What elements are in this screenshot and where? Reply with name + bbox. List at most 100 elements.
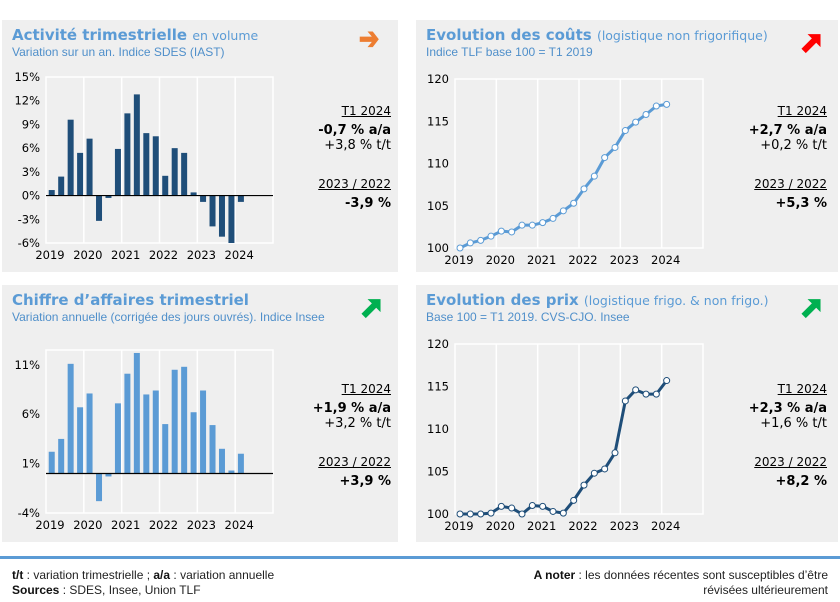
data-point <box>601 465 609 473</box>
bar <box>152 390 159 474</box>
data-point <box>590 172 598 180</box>
panel-title: Activité trimestrielle en volume <box>12 26 258 44</box>
panel-subtitle: Variation sur un an. Indice SDES (IAST) <box>12 45 225 59</box>
panel-title: Chiffre d’affaires trimestriel <box>12 291 249 309</box>
y-tick-label: 105 <box>427 199 449 213</box>
bar <box>86 393 93 474</box>
x-tick-label: 2020 <box>73 518 102 532</box>
data-point <box>497 227 505 235</box>
bar <box>114 148 121 196</box>
stats-quarterly: +3,2 % t/t <box>324 416 391 431</box>
arrow-up-right-icon <box>801 34 821 54</box>
stats-annual: +2,7 % a/a <box>748 123 827 138</box>
arrow-up-right-icon <box>801 299 821 319</box>
footer-rule <box>0 556 840 559</box>
x-tick-label: 2019 <box>444 519 473 533</box>
stats-period: T1 2024 <box>777 382 827 396</box>
y-tick-label: 9% <box>22 117 40 131</box>
data-point <box>580 185 588 193</box>
data-point <box>632 118 640 126</box>
x-tick-label: 2022 <box>149 248 178 262</box>
data-point <box>539 502 547 510</box>
x-tick-label: 2020 <box>486 253 515 267</box>
data-point <box>642 390 650 398</box>
x-tick-label: 2024 <box>651 519 680 533</box>
data-point <box>508 228 516 236</box>
panel-title: Evolution des prix (logistique frigo. & … <box>426 291 768 309</box>
footer-key: a/a <box>153 568 171 582</box>
data-point <box>621 397 629 405</box>
bar <box>190 192 197 196</box>
bar <box>181 366 188 474</box>
chart-panel: Evolution des coûts (logistique non frig… <box>416 20 838 272</box>
x-tick-label: 2023 <box>187 518 216 532</box>
bar <box>133 352 140 474</box>
footer-note: A noter : les données récentes sont susc… <box>534 568 828 598</box>
x-tick-label: 2020 <box>73 248 102 262</box>
y-tick-label: 100 <box>427 241 449 255</box>
bar <box>181 152 188 196</box>
x-tick-label: 2019 <box>35 518 64 532</box>
bar <box>105 195 112 198</box>
stats-block: T1 2024 +2,7 % a/a +0,2 % t/t 2023 / 202… <box>749 104 827 211</box>
data-point <box>570 496 578 504</box>
stats-quarterly: +0,2 % t/t <box>760 138 827 153</box>
bar <box>114 403 121 474</box>
bar <box>67 119 74 196</box>
y-tick-label: 110 <box>427 157 449 171</box>
bar <box>218 448 225 474</box>
data-point <box>611 143 619 151</box>
data-point <box>528 221 536 229</box>
stats-compare-value: +5,3 % <box>775 196 827 211</box>
chart: 11% 6% 1% -4%2019 2020 2021 2022 2023 2024 <box>14 349 274 532</box>
arrow-right-icon <box>359 31 379 48</box>
x-tick-label: 2022 <box>568 519 597 533</box>
data-point <box>518 221 526 229</box>
stats-annual: -0,7 % a/a <box>318 123 391 138</box>
y-tick-label: -6% <box>18 236 40 250</box>
panel-subtitle: Indice TLF base 100 = T1 2019 <box>426 45 593 59</box>
x-tick-label: 2024 <box>225 518 254 532</box>
stats-quarterly: +3,8 % t/t <box>324 138 391 153</box>
bar <box>96 195 103 221</box>
stats-annual: +1,9 % a/a <box>312 401 391 416</box>
bar <box>124 373 131 474</box>
series-line <box>460 379 668 516</box>
title-text: Evolution des coûts <box>426 26 592 44</box>
arrow-up-right-icon <box>361 299 381 319</box>
y-tick-label: 3% <box>22 165 40 179</box>
bar <box>77 152 84 196</box>
chart-panel: Chiffre d’affaires trimestriel Variation… <box>2 285 398 542</box>
stats-compare-period: 2023 / 2022 <box>754 455 827 469</box>
footer-text: : les données récentes sont susceptibles… <box>575 568 829 582</box>
stats-compare-value: +8,2 % <box>775 474 827 489</box>
data-point <box>652 102 660 110</box>
panel-subtitle: Variation annuelle (corrigée des jours o… <box>12 310 325 324</box>
data-point <box>466 239 474 247</box>
footer-key: Sources <box>12 583 60 597</box>
bar <box>133 94 140 196</box>
x-tick-label: 2024 <box>225 248 254 262</box>
stats-period: T1 2024 <box>777 104 827 118</box>
stats-compare-value: -3,9 % <box>345 196 391 211</box>
y-tick-label: 6% <box>22 141 40 155</box>
title-text: Activité trimestrielle <box>12 26 188 44</box>
title-suffix: en volume <box>192 28 259 43</box>
stats-period: T1 2024 <box>341 104 391 118</box>
data-point <box>497 502 505 510</box>
chart-panel: Evolution des prix (logistique frigo. & … <box>416 285 838 542</box>
stats-block: T1 2024 +1,9 % a/a +3,2 % t/t 2023 / 202… <box>313 382 391 489</box>
y-tick-label: 110 <box>427 422 449 436</box>
data-point <box>663 377 671 385</box>
data-point <box>611 449 619 457</box>
footer-text: révisées ultérieurement <box>703 583 828 597</box>
y-tick-label: 105 <box>427 465 449 479</box>
bar <box>143 394 150 474</box>
bar <box>228 195 235 243</box>
bar <box>162 175 169 196</box>
footer-legend: t/t : variation trimestrielle ; a/a : va… <box>12 568 274 598</box>
bar <box>86 138 93 196</box>
x-tick-label: 2021 <box>111 518 140 532</box>
y-tick-label: 6% <box>22 407 40 421</box>
